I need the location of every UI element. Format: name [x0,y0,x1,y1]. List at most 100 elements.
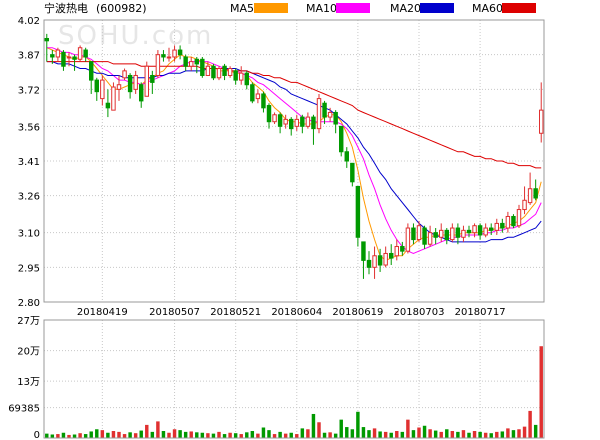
candle [250,82,255,104]
candle [422,225,427,249]
candle-body-down [83,49,88,58]
candle-body-down [433,232,438,238]
candle [311,114,316,145]
candle [261,91,266,113]
candle [166,47,172,62]
candle [133,70,138,94]
candle [172,45,177,62]
candle-body-up [527,188,533,204]
candle [327,107,333,122]
volume-bar [500,431,505,438]
date-tick-label: 20180521 [210,307,261,318]
candle-body-down [500,222,505,229]
candle-body-up [205,65,211,76]
candle-body-down [127,74,133,93]
legend-label-ma10: MA10 [306,2,337,15]
candle-body-down [194,58,200,65]
candle [461,225,466,242]
candle-body-down [366,259,372,268]
candle-body-up [405,227,411,252]
legend-swatch-ma20 [420,3,454,13]
volume-panel-frame [43,319,545,439]
candle [300,114,305,134]
candle [272,112,277,125]
candle-body-up [439,229,444,238]
candle-body-down [250,84,255,102]
volume-bar [378,431,382,438]
candle-body-down [377,255,383,266]
candle [316,93,322,134]
candle [405,223,411,254]
candle [239,66,244,85]
candle-body-down [300,116,305,127]
candle [244,70,250,90]
candle-body-down [161,54,166,58]
candle-body-up [189,61,194,67]
volume-bar [111,431,116,438]
candle-body-down [222,65,227,76]
price-axis: 4.02 3.87 3.72 3.56 3.41 3.26 3.10 2.95 2.80 [18,16,40,309]
candle [344,147,349,168]
volume-bar [195,432,199,438]
candle-body-up [133,74,138,90]
candle-body-down [139,84,144,102]
volume-bar [472,431,477,438]
volume-bars [45,346,543,438]
volume-bar [245,432,249,438]
candle [489,223,494,235]
volume-bar [439,431,443,438]
candle-body-up [427,232,433,245]
candle-body-up [55,49,61,58]
candle-body-down [455,227,461,238]
candle [144,61,150,97]
volume-bar [367,430,371,438]
candle-body-down [266,105,272,123]
volume-bar [467,432,471,438]
volume-bar [311,413,316,438]
legend-swatch-ma60 [502,3,536,13]
volume-tick-label: 20万 [17,347,40,358]
candle [516,204,522,229]
volume-bar [211,433,216,438]
volume-bar [417,427,421,438]
candle-body-up [144,65,150,97]
candle [211,63,216,81]
candle-body-down [311,116,316,130]
candle-body-down [233,70,238,81]
volume-bar [56,434,60,438]
candle-body-up [539,109,544,134]
candle-body-up [316,98,322,130]
volume-bar [533,424,538,438]
stock-name: 宁波热电 [44,1,88,15]
candle [350,162,355,187]
volume-bar [117,431,121,438]
candle-body-up [372,255,377,268]
candle-body-down [150,74,155,83]
candle [227,66,233,78]
volume-bar [411,430,416,438]
candle-body-down [183,56,188,67]
candle [233,68,238,85]
candle-body-up [450,227,455,241]
legend-label-ma60: MA60 [472,2,503,15]
volume-bar [389,432,393,438]
date-tick-label: 20180419 [77,307,128,318]
candle-body-down [489,227,494,231]
candle [427,225,433,247]
candle [100,75,105,106]
volume-bar [361,427,366,438]
volume-bar [345,427,349,438]
volume-bar [250,431,255,438]
candle [333,110,338,134]
date-tick-label: 20180717 [455,307,506,318]
candle-body-down [200,58,205,76]
candle [83,47,88,62]
ma-line-ma10 [46,47,542,255]
candle [66,52,72,67]
candle [111,82,116,111]
volume-bar [95,429,99,438]
candle [50,50,55,64]
volume-bar [450,431,455,438]
price-tick-label: 3.26 [18,192,40,203]
